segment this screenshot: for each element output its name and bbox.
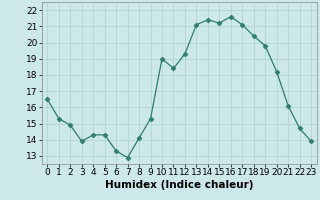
X-axis label: Humidex (Indice chaleur): Humidex (Indice chaleur) (105, 180, 253, 190)
